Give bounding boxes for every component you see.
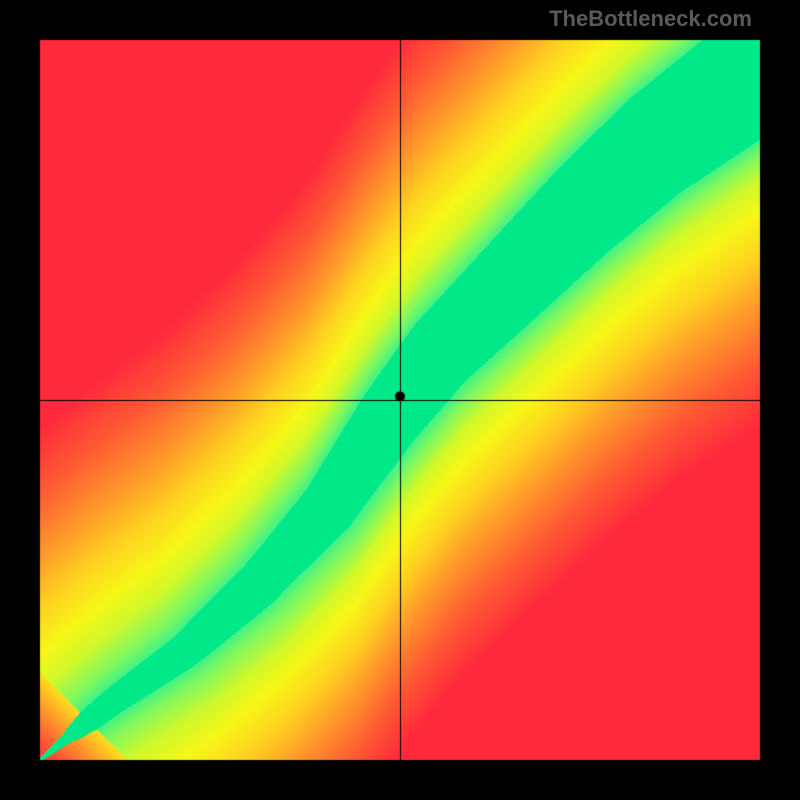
chart-container: TheBottleneck.com	[0, 0, 800, 800]
heatmap-canvas	[0, 0, 800, 800]
watermark-text: TheBottleneck.com	[549, 6, 752, 32]
